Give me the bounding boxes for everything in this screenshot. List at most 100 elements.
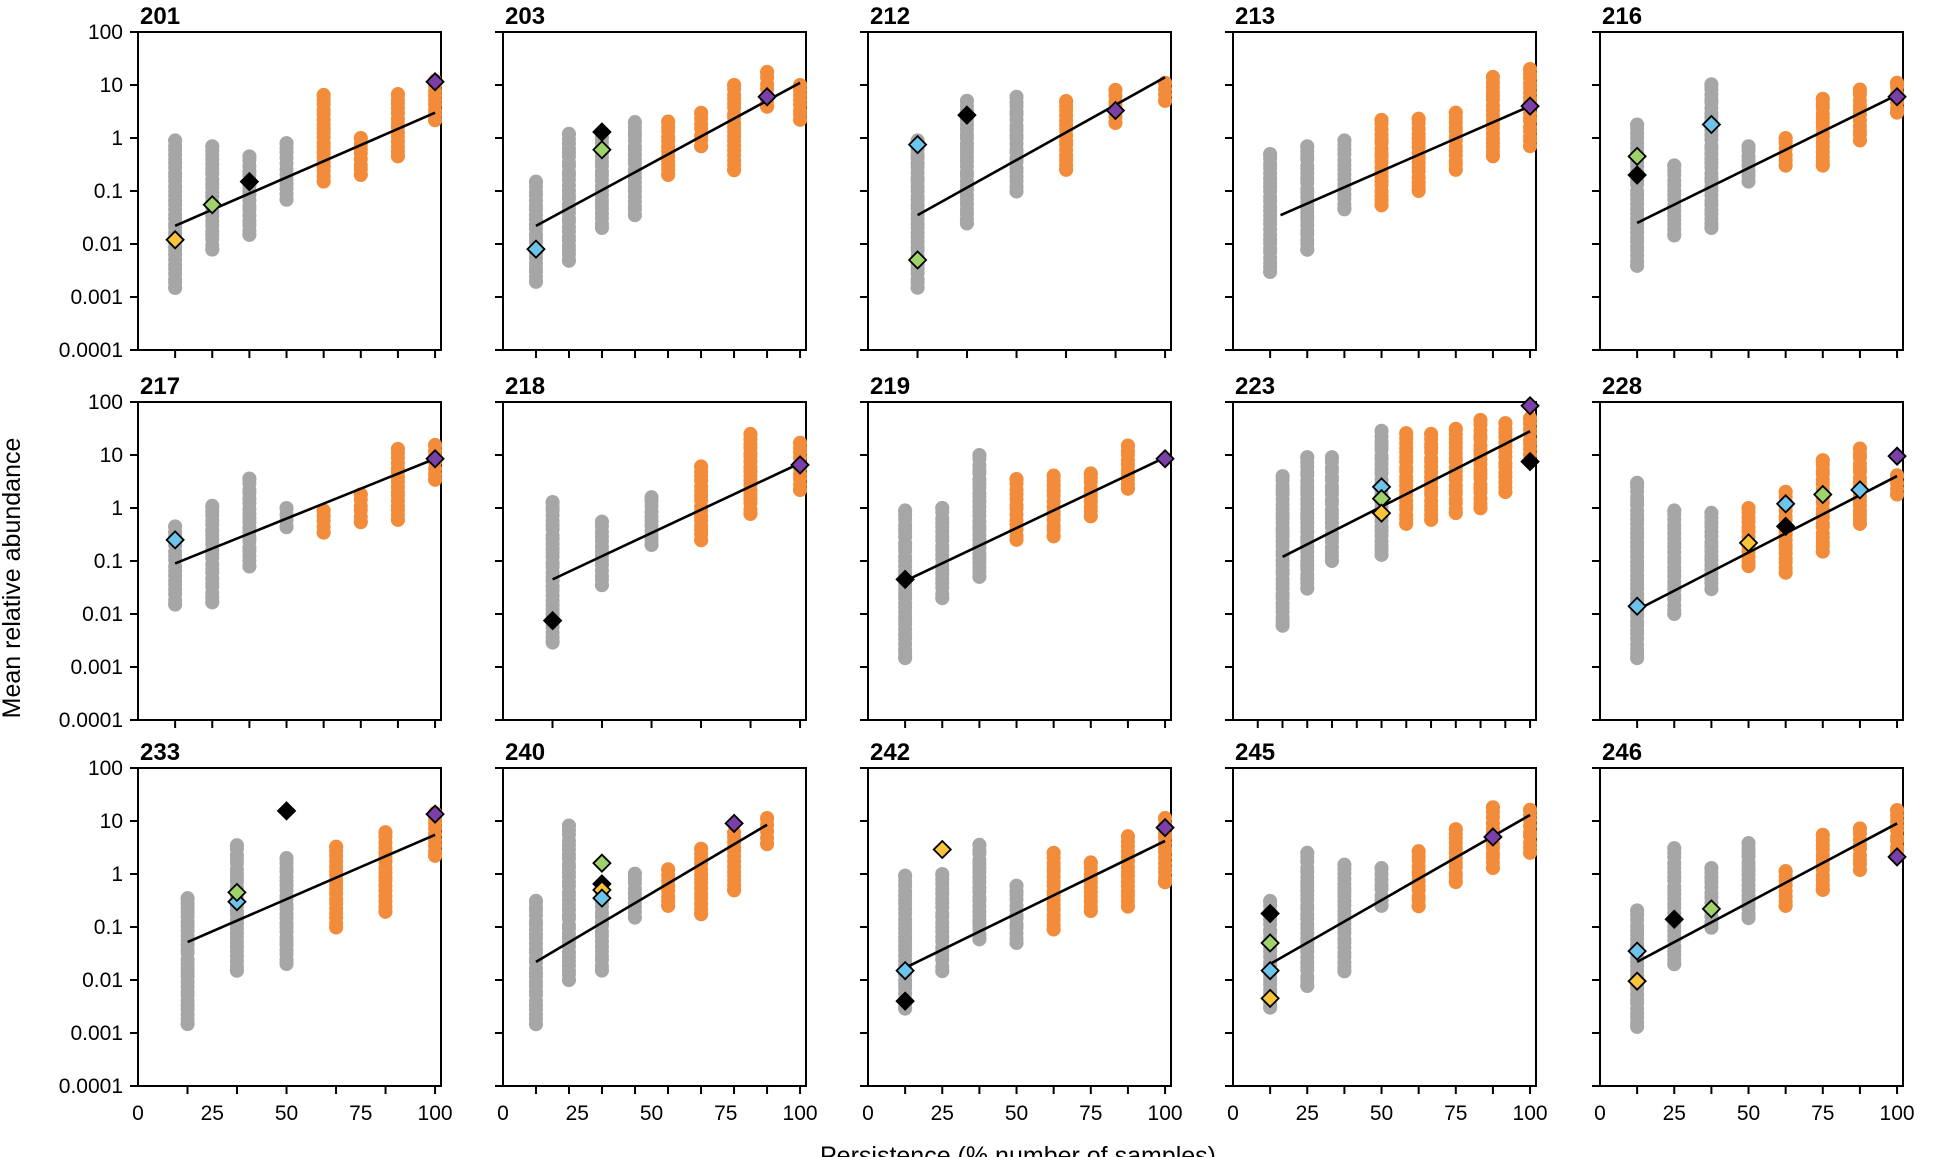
- core-point: [1778, 864, 1793, 879]
- core-point: [1108, 83, 1123, 98]
- transient-point: [205, 594, 220, 609]
- core-point: [1778, 485, 1793, 500]
- transient-point: [644, 490, 659, 505]
- core-point: [694, 841, 709, 856]
- fit-line: [1282, 430, 1531, 558]
- diamond-marker-purple: [425, 448, 445, 469]
- diamond-marker-purple: [1105, 100, 1126, 121]
- core-point: [1523, 62, 1538, 77]
- transient-point: [1741, 139, 1756, 154]
- transient-point: [1704, 581, 1719, 596]
- transient-point: [1704, 506, 1719, 521]
- transient-point: [627, 115, 642, 130]
- transient-point: [627, 867, 642, 881]
- y-tick-label: 100: [88, 391, 123, 414]
- diamond-marker-blue: [907, 134, 928, 155]
- core-point: [428, 848, 443, 863]
- panel-218: 218: [495, 373, 810, 728]
- diamond-marker-green: [907, 250, 928, 270]
- transient-point: [1263, 894, 1278, 909]
- diamond-marker-green: [1627, 146, 1647, 167]
- core-point: [1448, 422, 1463, 437]
- y-tick-label: 0.001: [70, 656, 123, 679]
- x-tick-label: 75: [1079, 1102, 1102, 1125]
- core-point: [1741, 559, 1756, 574]
- panel-title: 242: [870, 739, 910, 766]
- fit-line: [535, 81, 801, 227]
- y-tick-label: 0.01: [82, 969, 123, 992]
- transient-point: [1337, 963, 1352, 978]
- transient-point: [910, 280, 925, 295]
- diamond-marker-purple: [1155, 817, 1175, 838]
- fit-line: [904, 456, 1166, 583]
- core-point: [1448, 506, 1463, 521]
- panel-title: 201: [140, 3, 180, 30]
- core-point: [1083, 904, 1098, 919]
- diamond-marker-purple: [1887, 847, 1907, 867]
- core-point: [428, 112, 443, 127]
- transient-point: [1630, 117, 1645, 132]
- core-point: [390, 512, 405, 527]
- x-tick-label: 50: [640, 1102, 663, 1125]
- transient-point: [594, 221, 609, 236]
- panel-title: 228: [1602, 373, 1642, 400]
- x-tick-label: 25: [1663, 1102, 1686, 1125]
- transient-point: [528, 274, 543, 289]
- transient-point: [1300, 581, 1315, 596]
- core-point: [1523, 139, 1538, 154]
- core-point: [1424, 426, 1439, 441]
- transient-point: [1300, 242, 1315, 257]
- core-point: [1890, 803, 1905, 818]
- core-point: [1009, 472, 1024, 487]
- core-point: [1523, 803, 1538, 818]
- y-tick-label: 10: [100, 444, 123, 467]
- transient-point: [1337, 202, 1352, 217]
- diamond-marker-green: [1701, 899, 1722, 919]
- diamond-marker-green: [227, 882, 247, 903]
- transient-point: [1704, 78, 1719, 92]
- core-point: [1815, 453, 1830, 468]
- core-point: [743, 506, 758, 521]
- transient-point: [1263, 264, 1278, 279]
- panel-201: 201 0.0001 0.001 0.01 0.1 1 10 100: [59, 3, 445, 362]
- transient-point: [898, 869, 913, 884]
- panel-228: 228: [1592, 373, 1907, 728]
- x-tick-label: 50: [275, 1102, 298, 1125]
- core-point: [1120, 898, 1135, 913]
- transient-point: [168, 280, 183, 295]
- panel-title: 218: [505, 373, 545, 400]
- diamond-marker-blue: [895, 960, 915, 981]
- x-tick-label: 0: [862, 1102, 874, 1125]
- x-tick-label: 100: [783, 1102, 818, 1125]
- core-point: [793, 435, 808, 450]
- transient-point: [180, 891, 195, 906]
- core-point: [1374, 112, 1389, 127]
- y-tick-label: 0.001: [70, 1022, 123, 1045]
- diamond-marker-yellow: [1371, 503, 1392, 523]
- diamond-marker-purple: [757, 86, 777, 107]
- diamond-marker-black: [1664, 909, 1685, 930]
- fit-line: [1280, 104, 1531, 217]
- core-point: [1009, 532, 1024, 547]
- diamond-marker-blue: [1775, 494, 1796, 514]
- core-point: [760, 836, 775, 851]
- y-tick-label: 0.0001: [59, 709, 123, 732]
- diamond-marker-blue: [1850, 480, 1870, 500]
- transient-point: [1704, 860, 1719, 875]
- core-point: [1158, 875, 1173, 890]
- transient-point: [1374, 860, 1389, 875]
- panel-title: 233: [140, 739, 180, 766]
- x-tick-label: 50: [1370, 1102, 1393, 1125]
- transient-point: [1667, 158, 1682, 173]
- x-tick-label: 25: [931, 1102, 954, 1125]
- diamond-marker-purple: [425, 804, 445, 824]
- transient-point: [561, 973, 576, 987]
- core-point: [1158, 93, 1173, 108]
- x-tick-label: 100: [1880, 1102, 1915, 1125]
- core-point: [1083, 856, 1098, 871]
- fit-line: [1636, 822, 1898, 963]
- y-tick-label: 100: [88, 21, 123, 44]
- x-tick-label: 50: [1737, 1102, 1760, 1125]
- x-tick-label: 0: [132, 1102, 144, 1125]
- transient-point: [528, 1016, 543, 1031]
